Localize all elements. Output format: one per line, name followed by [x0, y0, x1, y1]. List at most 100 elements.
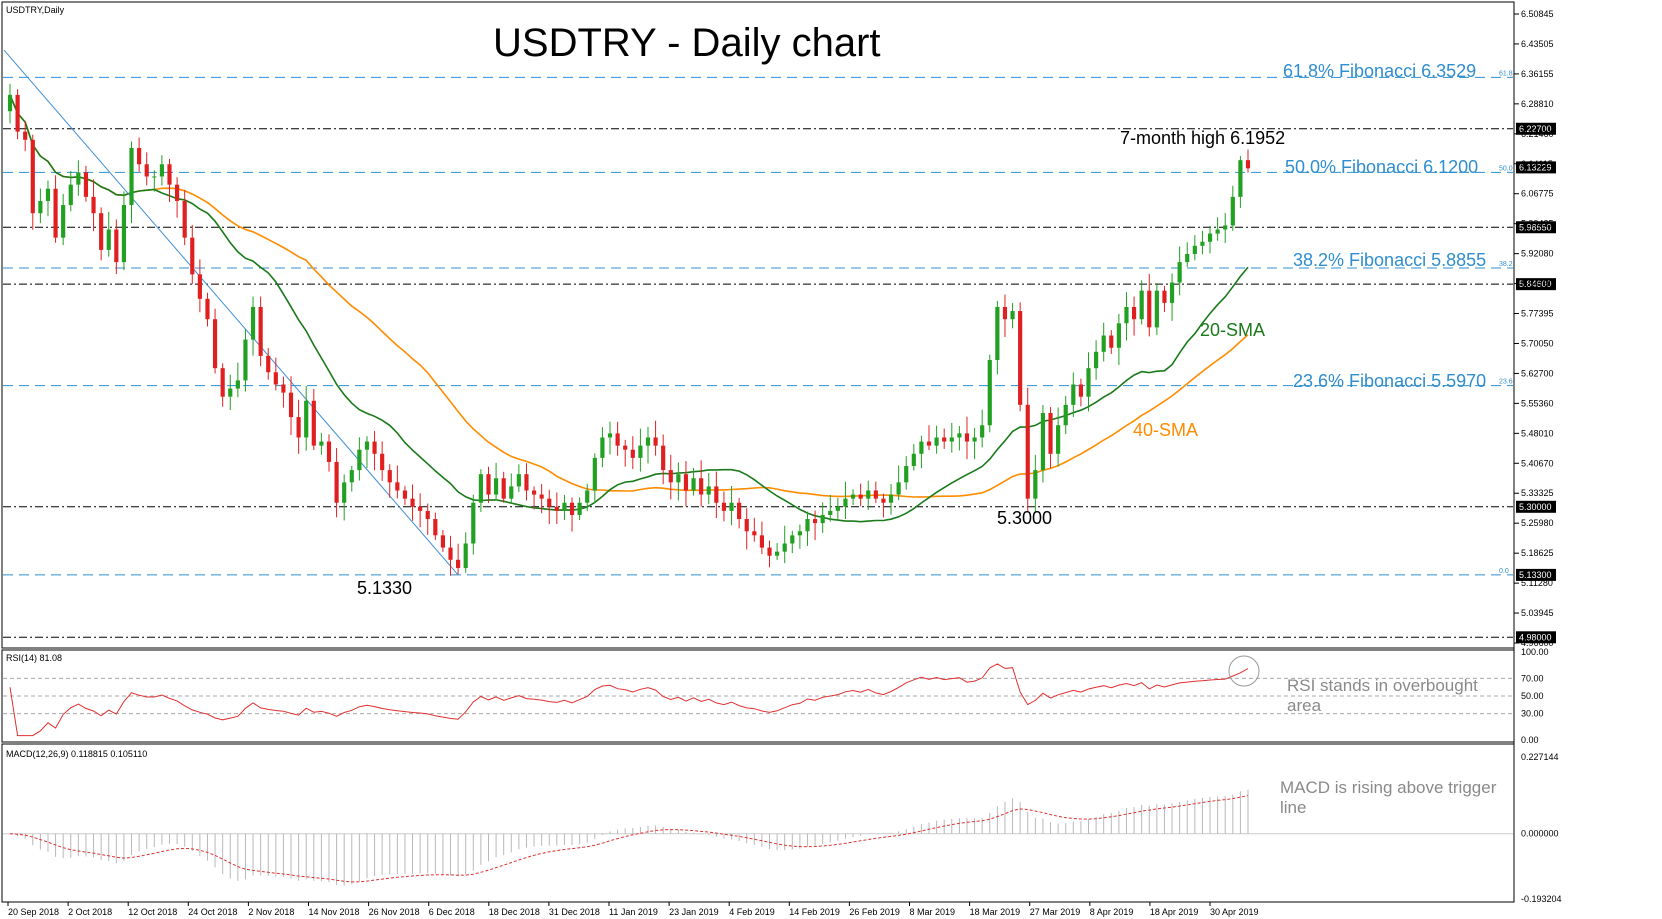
candle-body	[866, 490, 871, 499]
candle-body	[744, 519, 749, 532]
y-tick-label: 5.33325	[1521, 488, 1554, 498]
candle-body	[1215, 229, 1220, 234]
candle-body	[250, 306, 256, 340]
candle-body	[949, 437, 954, 442]
candle-body	[395, 482, 400, 491]
candle-body	[288, 392, 294, 418]
support-resistance-lines: 6.22700 5.98550 5.84600 5.30000 5.13300 4.980…	[3, 122, 1556, 644]
candle-body	[349, 470, 354, 483]
candle-body	[1124, 306, 1129, 324]
candle-body	[433, 519, 438, 536]
rsi-level-label: 100.00	[1521, 647, 1549, 657]
candle-body	[1094, 351, 1099, 369]
candle-body	[15, 94, 20, 132]
candle-body	[714, 486, 719, 503]
rsi-note-line1: RSI stands in overbought	[1287, 676, 1478, 695]
candle-body	[812, 519, 818, 524]
candle-body	[304, 400, 309, 438]
candle-body	[326, 441, 332, 462]
candle-body	[1002, 306, 1008, 320]
candle-body	[600, 437, 605, 458]
candle-body	[68, 184, 73, 206]
candle-body	[228, 388, 233, 397]
x-tick-label: 18 Mar 2019	[970, 907, 1021, 917]
candle-body	[1033, 470, 1038, 499]
macd-level-label: 0.227144	[1521, 752, 1559, 762]
candle-body	[1056, 425, 1061, 454]
x-tick-label: 11 Jan 2019	[609, 907, 658, 917]
candles	[7, 83, 1251, 576]
x-tick-label: 14 Nov 2018	[309, 907, 360, 917]
candle-body	[342, 482, 347, 503]
candle-body	[83, 172, 89, 197]
candle-body	[152, 176, 157, 178]
y-tick-label: 6.43505	[1521, 39, 1554, 49]
candle-body	[661, 445, 666, 471]
candle-body	[706, 486, 711, 495]
candle-body	[752, 531, 757, 536]
candle-body	[1230, 196, 1235, 226]
current-price-box	[1516, 161, 1556, 174]
candle-body	[645, 437, 651, 446]
date-axis: 20 Sep 2018 2 Oct 2018 12 Oct 2018 24 Oct 2…	[7, 902, 1259, 917]
candle-body	[873, 490, 878, 499]
candle-body	[782, 543, 787, 552]
candle-body	[638, 445, 643, 458]
price-box-label: 5.30000	[1519, 502, 1552, 512]
macd-indicator: 0.227144 0.000000 -0.193204	[3, 752, 1562, 904]
fib-label-50: 50.0% Fibonacci 6.1200	[1285, 157, 1478, 177]
moving-averages	[9, 94, 1249, 523]
candle-body	[61, 205, 66, 238]
rsi-level-label: 50.00	[1521, 691, 1544, 701]
y-tick-label: 5.48010	[1521, 428, 1554, 438]
candle-body	[106, 229, 111, 250]
x-tick-label: 2 Oct 2018	[68, 907, 112, 917]
candle-body	[463, 543, 468, 568]
y-tick-label: 5.40670	[1521, 458, 1554, 468]
candle-body	[683, 474, 689, 491]
candle-body	[296, 417, 301, 438]
candle-body	[767, 547, 772, 556]
x-tick-label: 31 Dec 2018	[549, 907, 600, 917]
x-tick-label: 30 Apr 2019	[1210, 907, 1259, 917]
fib-label-23-6: 23.6% Fibonacci 5.5970	[1293, 371, 1486, 391]
y-tick-label: 6.36155	[1521, 69, 1554, 79]
candle-body	[266, 355, 271, 373]
candle-body	[1018, 311, 1023, 405]
annotation-low-5-3000: 5.3000	[997, 508, 1052, 528]
y-tick-label: 5.03945	[1521, 608, 1554, 618]
candle-body	[828, 510, 833, 515]
price-axis: 6.50845 6.43505 6.36155 6.28810 6.21460 6.141…	[1514, 9, 1554, 648]
candle-body	[311, 400, 316, 446]
y-tick-label: 5.55360	[1521, 398, 1554, 408]
candle-body	[258, 306, 263, 356]
y-tick-label: 5.11280	[1521, 578, 1553, 588]
candle-body	[1131, 306, 1137, 320]
candle-body	[554, 506, 559, 511]
candle-body	[1169, 282, 1175, 303]
candle-body	[699, 478, 704, 495]
candle-body	[1139, 290, 1144, 320]
y-tick-label: 5.70050	[1521, 338, 1554, 348]
fib-label-38-2: 38.2% Fibonacci 5.8855	[1293, 250, 1486, 270]
candle-body	[1048, 413, 1053, 454]
candle-body	[1040, 413, 1046, 471]
candle-body	[995, 306, 1000, 360]
y-tick-label: 5.25980	[1521, 518, 1554, 528]
x-tick-label: 6 Dec 2018	[429, 907, 475, 917]
x-tick-label: 27 Mar 2019	[1030, 907, 1081, 917]
sma-20-line	[9, 94, 1249, 523]
x-tick-label: 8 Apr 2019	[1090, 907, 1134, 917]
candle-body	[569, 502, 575, 515]
candle-body	[1177, 262, 1182, 283]
candle-body	[691, 478, 696, 491]
fib-pct-label: 61.8	[1499, 70, 1513, 77]
candle-body	[729, 502, 734, 511]
y-tick-label: 4.96600	[1521, 638, 1554, 648]
x-tick-label: 20 Sep 2018	[8, 907, 59, 917]
candle-body	[144, 164, 149, 177]
candle-body	[980, 425, 985, 438]
candle-body	[592, 457, 597, 491]
candle-body	[1071, 384, 1076, 405]
candle-body	[486, 474, 491, 495]
